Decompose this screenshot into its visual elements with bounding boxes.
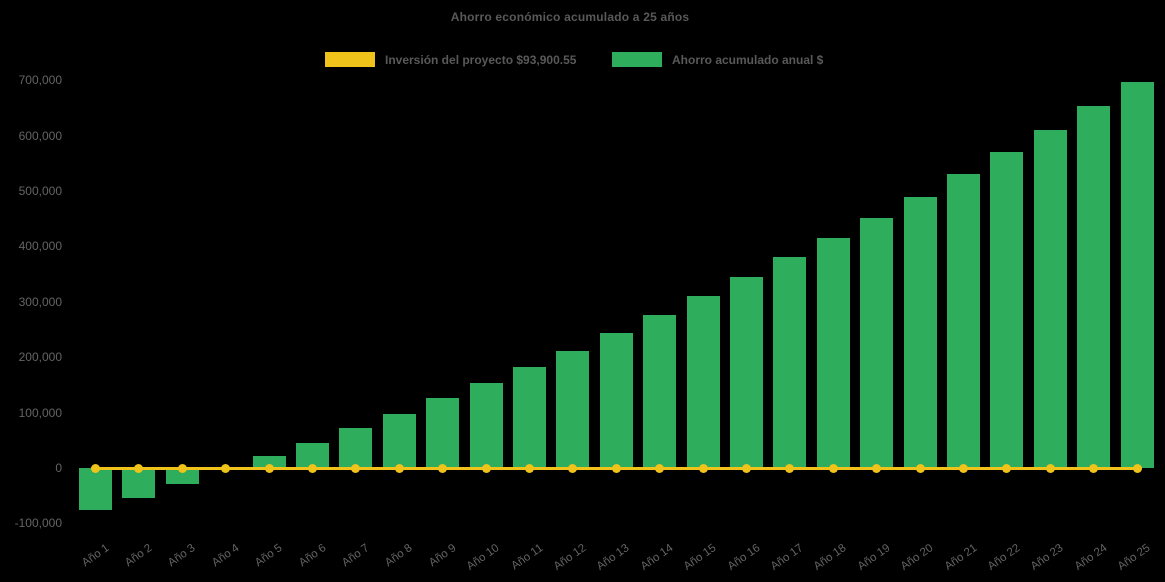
line-marker-icon [91, 463, 100, 473]
line-marker-icon [134, 463, 144, 473]
chart-title: Ahorro económico acumulado a 25 años [450, 10, 690, 24]
line-marker-icon [828, 463, 838, 473]
bar-año-10 [469, 382, 503, 468]
line-marker-icon [221, 463, 231, 473]
line-marker-icon [394, 463, 404, 473]
y-axis-tick: 0 [55, 461, 62, 475]
y-axis-tick: 200,000 [18, 350, 62, 365]
bar-año-21 [947, 174, 980, 468]
bar-año-9 [426, 398, 460, 468]
bar-año-19 [860, 217, 894, 468]
line-marker-icon [264, 463, 274, 473]
legend-label-savings: Ahorro acumulado anual $ [672, 52, 824, 67]
bar-año-14 [643, 315, 677, 468]
line-marker-icon [177, 463, 187, 473]
bar-año-8 [382, 414, 416, 468]
line-marker-icon [872, 463, 882, 473]
line-marker-icon [959, 463, 968, 473]
y-axis-tick: 400,000 [18, 239, 62, 254]
line-marker-icon [351, 463, 361, 473]
y-axis-tick: 300,000 [18, 294, 62, 309]
line-marker-icon [742, 463, 751, 473]
bar-año-11 [513, 366, 546, 468]
bar-año-17 [773, 257, 807, 468]
y-axis-tick: 600,000 [18, 128, 62, 143]
bar-año-7 [339, 428, 373, 468]
bar-año-1 [79, 468, 112, 511]
y-axis-tick: 700,000 [18, 73, 62, 88]
line-marker-icon [655, 463, 665, 473]
line-marker-icon [1132, 463, 1142, 473]
bar-año-25 [1120, 81, 1154, 468]
bar-año-24 [1077, 105, 1111, 468]
legend-item-savings: Ahorro acumulado anual $ [612, 51, 823, 68]
line-marker-icon [915, 463, 925, 473]
line-marker-icon [1002, 463, 1012, 473]
line-marker-icon [438, 463, 448, 473]
bar-año-12 [556, 350, 590, 468]
y-axis-tick: -100,000 [14, 516, 62, 531]
line-marker-icon [525, 463, 534, 473]
legend-swatch-savings-icon [612, 52, 662, 67]
legend-swatch-investment-icon [325, 52, 375, 67]
bar-año-15 [686, 296, 720, 468]
bar-año-13 [599, 333, 633, 468]
y-axis-tick: 500,000 [18, 184, 62, 198]
bar-año-16 [730, 276, 763, 468]
line-marker-icon [481, 463, 491, 473]
legend-label-investment: Inversión del proyecto $93,900.55 [385, 52, 577, 67]
line-marker-icon [698, 463, 708, 473]
line-marker-icon [308, 463, 317, 473]
line-marker-icon [1045, 463, 1055, 473]
line-marker-icon [785, 463, 795, 473]
line-marker-icon [568, 463, 578, 473]
legend-item-investment: Inversión del proyecto $93,900.55 [325, 51, 576, 68]
bar-año-23 [1033, 129, 1067, 468]
bar-año-3 [165, 468, 199, 485]
bar-año-20 [903, 196, 937, 468]
bar-año-5 [252, 456, 286, 468]
y-axis-tick: 100,000 [18, 405, 62, 420]
line-marker-icon [611, 463, 621, 473]
bar-año-2 [122, 468, 156, 498]
bar-año-18 [816, 237, 850, 468]
line-marker-icon [1089, 463, 1099, 473]
bar-año-22 [990, 152, 1024, 468]
